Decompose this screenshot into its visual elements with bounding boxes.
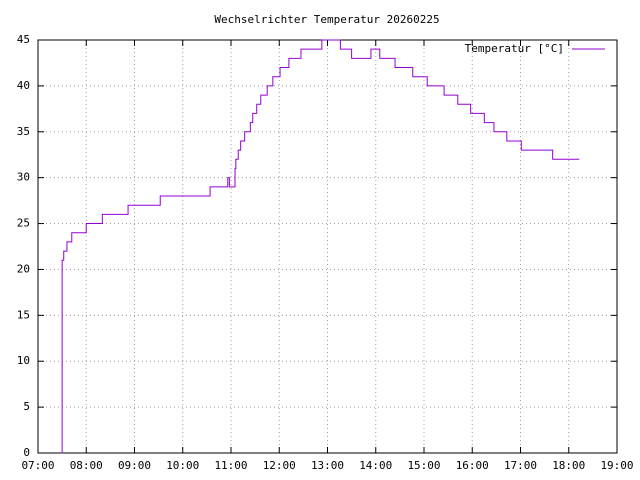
x-tick-label: 07:00 [21,459,54,472]
x-tick-label: 14:00 [359,459,392,472]
y-tick-label: 15 [17,308,30,321]
y-tick-label: 5 [23,400,30,413]
y-tick-label: 0 [23,446,30,459]
x-tick-label: 17:00 [504,459,537,472]
data-line [61,39,580,454]
y-tick-label: 45 [17,33,30,46]
legend-label: Temperatur [°C] [465,42,564,55]
x-tick-label: 12:00 [263,459,296,472]
y-tick-label: 30 [17,171,30,184]
x-tick-label: 11:00 [214,459,247,472]
chart-title: Wechselrichter Temperatur 20260225 [214,13,439,26]
plot-border [37,39,618,454]
y-tick-label: 40 [17,79,30,92]
x-tick-label: 13:00 [311,459,344,472]
x-tick-label: 10:00 [166,459,199,472]
x-tick-label: 08:00 [70,459,103,472]
y-tick-label: 35 [17,125,30,138]
y-tick-label: 25 [17,217,30,230]
x-tick-label: 19:00 [600,459,633,472]
y-tick-label: 20 [17,262,30,275]
x-tick-label: 09:00 [118,459,151,472]
x-tick-label: 16:00 [456,459,489,472]
x-tick-label: 18:00 [552,459,585,472]
x-tick-label: 15:00 [407,459,440,472]
y-tick-label: 10 [17,354,30,367]
